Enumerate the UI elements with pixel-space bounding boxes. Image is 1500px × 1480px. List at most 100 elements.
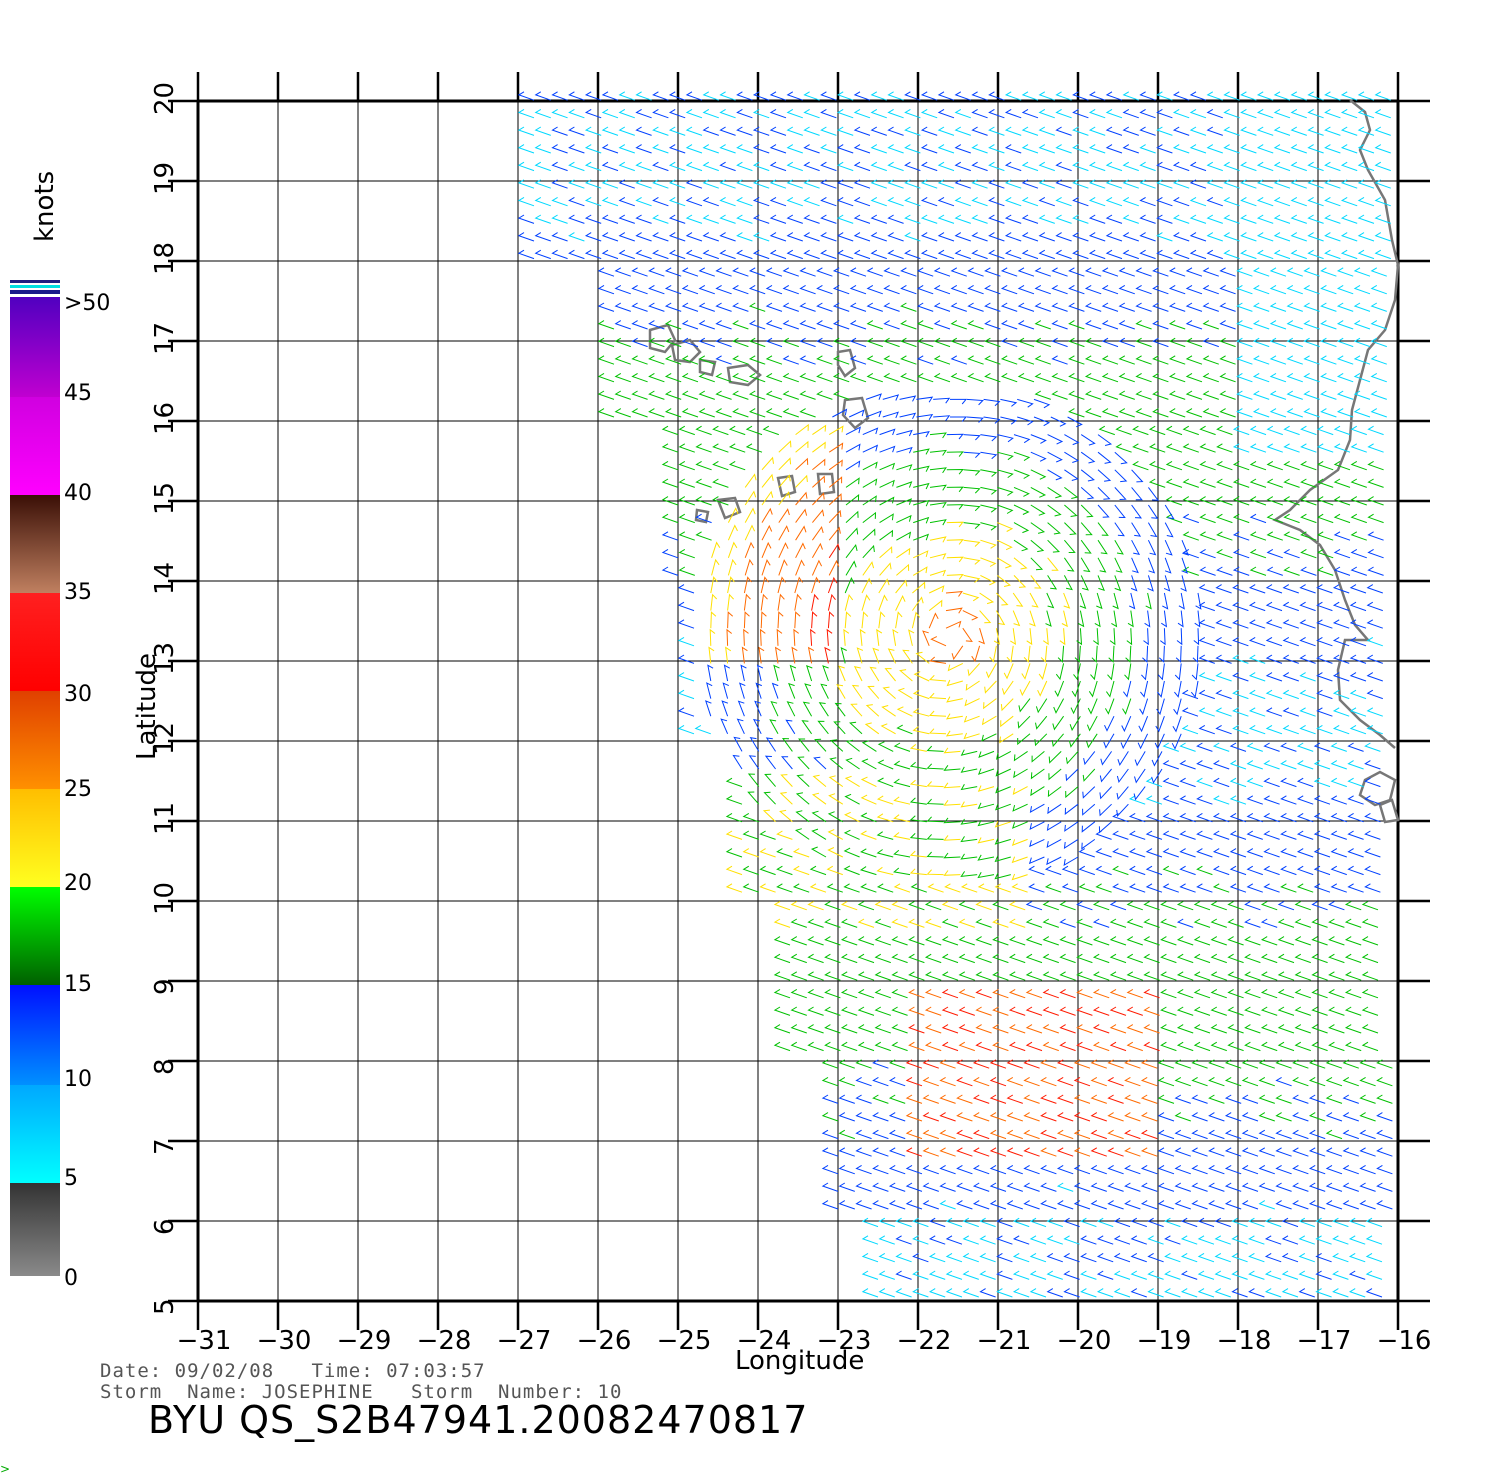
wind-barb: [1223, 249, 1240, 260]
wind-barb: [811, 810, 827, 823]
wind-barb: [1185, 390, 1203, 400]
wind-barb: [981, 733, 997, 742]
wind-barb: [838, 1094, 855, 1104]
wind-barb: [1092, 936, 1110, 946]
wind-barb: [896, 446, 913, 454]
wind-barb: [1328, 988, 1345, 999]
wind-barb: [1185, 302, 1203, 312]
wind-barb: [1042, 1041, 1059, 1052]
wind-barb: [832, 408, 848, 418]
wind-barb: [1143, 1024, 1160, 1034]
wind-barb: [1333, 513, 1351, 524]
wind-barb: [778, 457, 792, 471]
wind-barb: [945, 591, 963, 597]
wind-barb: [1353, 284, 1371, 295]
wind-barb: [992, 1006, 1009, 1016]
wind-barb: [1145, 865, 1163, 876]
wind-barb: [954, 179, 971, 189]
wind-barb: [1081, 838, 1096, 850]
wind-barb: [758, 646, 765, 664]
wind-barb: [1148, 443, 1166, 453]
wind-barb: [913, 671, 930, 682]
wind-barb: [584, 214, 602, 224]
wind-barb: [1073, 1182, 1091, 1192]
wind-barb: [836, 161, 854, 172]
wind-barb: [945, 1252, 963, 1263]
wind-barb: [975, 1024, 992, 1034]
wind-barb: [1246, 812, 1263, 823]
wind-barb: [1366, 584, 1383, 594]
wind-barb: [773, 1041, 791, 1052]
wind-barb: [534, 196, 551, 207]
wind-barb: [741, 646, 748, 664]
wind-barb: [1028, 856, 1045, 865]
wind-barb: [893, 883, 911, 893]
wind-barb: [568, 214, 585, 224]
wind-barb: [996, 1270, 1013, 1280]
wind-barb: [1336, 408, 1354, 418]
wind-barb: [1241, 1147, 1259, 1157]
wind-barb: [1308, 1129, 1326, 1140]
wind-barb: [1348, 1270, 1366, 1280]
wind-barb: [792, 883, 810, 893]
wind-barb: [1219, 302, 1236, 312]
wind-barb: [1249, 443, 1267, 453]
wind-barb: [1116, 803, 1129, 818]
wind-barb: [853, 144, 871, 154]
wind-barb: [1280, 742, 1297, 752]
wind-barb: [1019, 680, 1031, 697]
wind-barb: [1143, 1041, 1160, 1052]
wind-barb: [799, 390, 816, 400]
wind-barb: [1308, 1182, 1326, 1192]
wind-barb: [891, 988, 908, 999]
wind-barb: [941, 900, 959, 911]
wind-barb: [937, 126, 955, 136]
wind-barb: [1198, 724, 1215, 735]
wind-barb: [1196, 742, 1213, 752]
wind-barb: [708, 646, 715, 664]
wind-barb: [1044, 883, 1062, 893]
wind-barb: [924, 988, 942, 999]
wind-barb: [1227, 1024, 1244, 1034]
wind-barb: [838, 1112, 855, 1122]
wind-barb: [743, 593, 751, 611]
wind-barb: [950, 398, 968, 405]
wind-barb: [930, 636, 947, 647]
wind-barb: [1130, 1270, 1147, 1280]
wind-barb: [891, 900, 908, 911]
wind-barb: [1088, 144, 1106, 154]
wind-barb: [960, 883, 978, 893]
wind-barb: [1190, 680, 1199, 698]
wind-barb: [899, 395, 917, 402]
wind-barb: [1332, 1235, 1349, 1245]
wind-barb: [517, 214, 535, 224]
wind-barb: [1176, 918, 1194, 928]
wind-barb: [1249, 513, 1267, 524]
wind-barb: [796, 774, 810, 787]
wind-barb: [1113, 1270, 1131, 1280]
wind-barb: [971, 179, 988, 189]
wind-barb: [1316, 460, 1334, 471]
wind-barb: [1223, 196, 1240, 207]
wind-barb: [1292, 1147, 1309, 1157]
wind-barb: [1256, 126, 1274, 136]
wind-barb: [702, 161, 719, 172]
wind-barb: [1162, 812, 1179, 823]
wind-barb: [1025, 953, 1043, 964]
wind-barb: [1064, 434, 1080, 446]
wind-barb: [946, 504, 964, 510]
wind-barb: [1367, 566, 1384, 576]
wind-barb: [792, 848, 810, 858]
wind-barb: [1206, 126, 1223, 136]
wind-barb: [1013, 522, 1030, 534]
wind-barb: [1082, 803, 1096, 816]
wind-barb: [803, 249, 820, 260]
wind-barb: [984, 337, 1001, 348]
wind-barb: [960, 749, 978, 756]
wind-barb: [1332, 689, 1350, 700]
wind-barb: [1012, 592, 1024, 607]
wind-barb: [1114, 575, 1122, 592]
wind-barb: [1370, 337, 1387, 348]
wind-barb: [1055, 108, 1072, 119]
wind-barb: [1232, 548, 1250, 559]
